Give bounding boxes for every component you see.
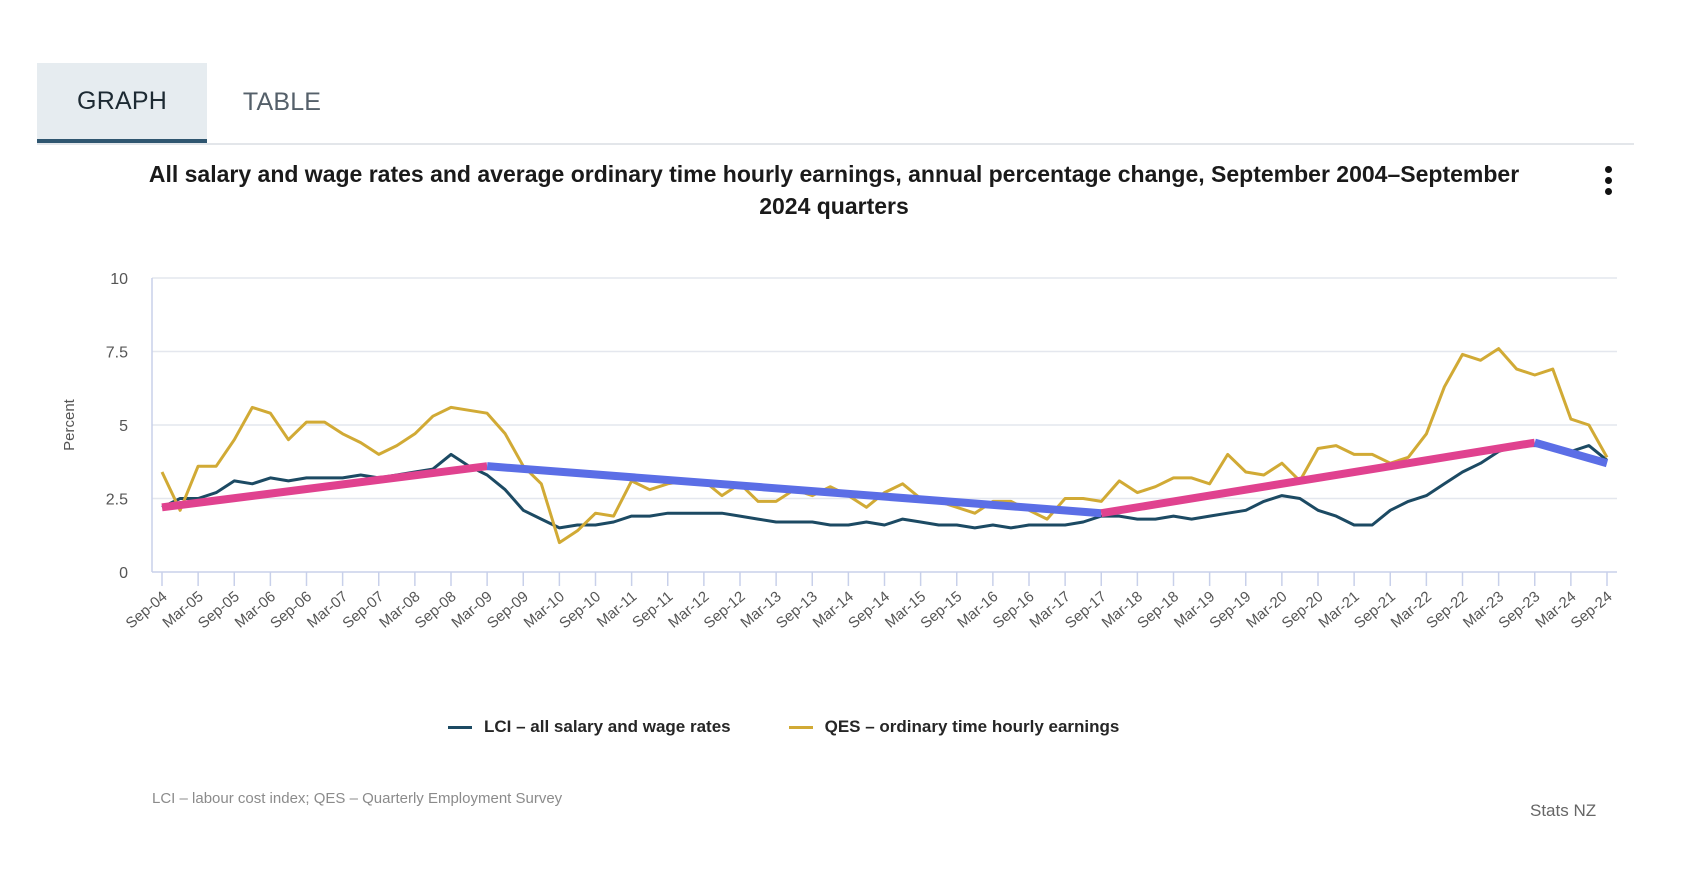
series-lines [160, 347, 1609, 545]
vertical-ellipsis-icon [1598, 166, 1618, 195]
grid-lines [151, 277, 1617, 573]
chart-title: All salary and wage rates and average or… [148, 161, 1520, 219]
x-tick-label: Sep-16 [990, 588, 1038, 632]
x-tick-label: Sep-18 [1134, 588, 1182, 632]
x-tick-label: Sep-06 [267, 588, 315, 632]
trend-annotations [161, 438, 1609, 518]
x-axis: Sep-04Mar-05Sep-05Mar-06Sep-06Mar-07Sep-… [123, 572, 1616, 632]
trend-line-down [486, 462, 1102, 518]
y-axis-ticks: 0 2.5 5 7.5 10 [106, 271, 128, 582]
x-tick-label: Sep-22 [1423, 588, 1471, 632]
legend-swatch-lci [448, 725, 472, 729]
x-tick-label: Sep-13 [773, 588, 821, 632]
chart-view-tabs: GRAPH TABLE [37, 63, 1634, 145]
x-tick-label: Sep-21 [1351, 588, 1399, 632]
source-credit: Stats NZ [1530, 801, 1597, 820]
x-tick-label: Sep-19 [1206, 588, 1254, 632]
x-tick-label: Sep-23 [1495, 588, 1543, 632]
x-tick-label: Sep-04 [123, 588, 171, 632]
y-tick-label: 5 [119, 418, 128, 435]
series-line-qes [160, 347, 1609, 545]
series-line-lci [161, 444, 1608, 530]
x-tick-label: Sep-15 [917, 588, 965, 632]
x-tick-label: Sep-20 [1279, 588, 1327, 632]
y-axis-label: Percent [61, 398, 78, 451]
legend-item-lci[interactable]: LCI – all salary and wage rates [448, 717, 731, 737]
x-tick-label: Sep-09 [484, 588, 532, 632]
legend-label-qes: QES – ordinary time hourly earnings [824, 717, 1120, 736]
y-tick-label: 0 [119, 565, 128, 582]
x-tick-label: Sep-05 [195, 588, 243, 632]
legend-item-qes[interactable]: QES – ordinary time hourly earnings [788, 717, 1120, 737]
chart-footnote: LCI – labour cost index; QES – Quarterly… [152, 790, 563, 807]
trend-line-up [161, 462, 488, 512]
x-tick-label: Sep-17 [1062, 588, 1110, 632]
trend-line-up [1100, 438, 1536, 518]
legend-label-lci: LCI – all salary and wage rates [484, 717, 731, 736]
x-tick-label: Sep-24 [1568, 588, 1616, 632]
x-tick-label: Sep-12 [701, 588, 749, 632]
tab-table[interactable]: TABLE [242, 87, 322, 116]
chart-options-menu-button[interactable] [1598, 166, 1618, 202]
y-tick-label: 7.5 [106, 345, 128, 362]
tab-graph[interactable]: GRAPH [37, 63, 207, 143]
x-tick-label: Sep-14 [845, 588, 893, 632]
x-tick-label: Sep-07 [339, 588, 387, 632]
y-tick-label: 2.5 [106, 492, 128, 509]
x-tick-label: Sep-10 [556, 588, 604, 632]
legend: LCI – all salary and wage rates QES – or… [448, 712, 1177, 742]
x-tick-label: Sep-08 [412, 588, 460, 632]
trend-line-down [1533, 438, 1609, 468]
y-tick-label: 10 [110, 271, 128, 288]
legend-swatch-qes [788, 725, 813, 729]
